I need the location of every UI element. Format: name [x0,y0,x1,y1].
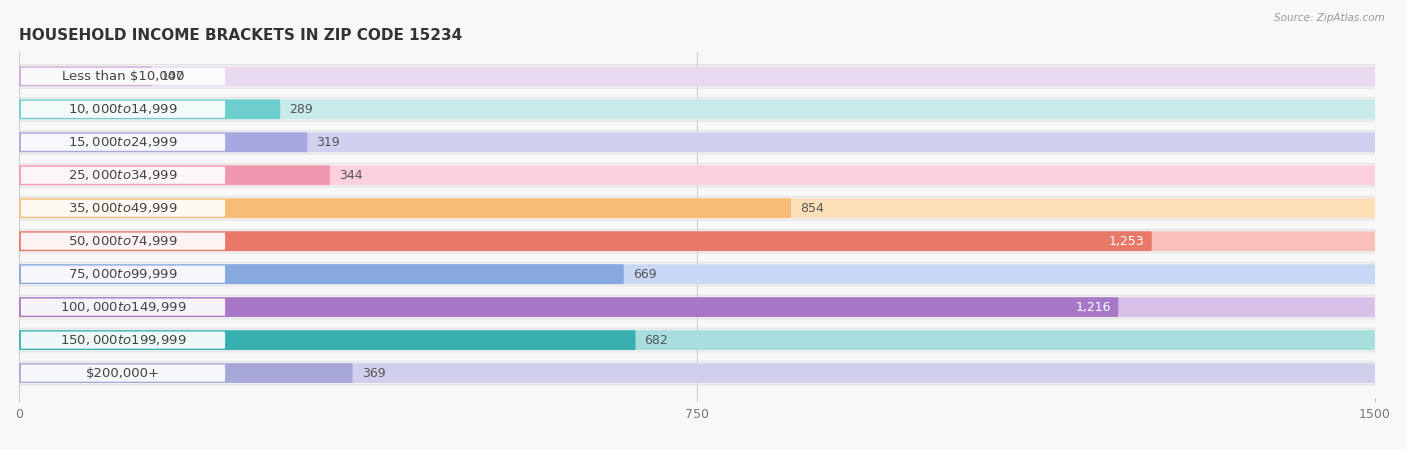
Text: $50,000 to $74,999: $50,000 to $74,999 [67,234,177,248]
Text: $35,000 to $49,999: $35,000 to $49,999 [67,201,177,215]
Text: 1,216: 1,216 [1076,301,1111,314]
Text: $150,000 to $199,999: $150,000 to $199,999 [59,333,186,347]
Text: 289: 289 [290,103,314,116]
Text: $15,000 to $24,999: $15,000 to $24,999 [67,135,177,149]
FancyBboxPatch shape [20,198,1375,218]
FancyBboxPatch shape [20,297,1118,317]
FancyBboxPatch shape [20,264,624,284]
Text: 669: 669 [633,268,657,281]
FancyBboxPatch shape [20,231,1152,251]
Text: $25,000 to $34,999: $25,000 to $34,999 [67,168,177,182]
Text: 1,253: 1,253 [1109,235,1144,248]
FancyBboxPatch shape [20,231,1375,251]
Text: $200,000+: $200,000+ [86,366,160,379]
FancyBboxPatch shape [20,163,1375,187]
FancyBboxPatch shape [20,229,1375,253]
FancyBboxPatch shape [20,363,1375,383]
FancyBboxPatch shape [21,265,225,283]
Text: $100,000 to $149,999: $100,000 to $149,999 [59,300,186,314]
Text: $75,000 to $99,999: $75,000 to $99,999 [67,267,177,281]
FancyBboxPatch shape [20,330,1375,350]
Text: 682: 682 [644,334,668,347]
FancyBboxPatch shape [21,299,225,316]
FancyBboxPatch shape [20,196,1375,220]
FancyBboxPatch shape [21,365,225,382]
FancyBboxPatch shape [20,132,308,152]
FancyBboxPatch shape [20,97,1375,121]
FancyBboxPatch shape [21,101,225,118]
FancyBboxPatch shape [20,328,1375,352]
FancyBboxPatch shape [20,65,1375,88]
FancyBboxPatch shape [20,165,330,185]
FancyBboxPatch shape [20,262,1375,286]
Text: Source: ZipAtlas.com: Source: ZipAtlas.com [1274,13,1385,23]
FancyBboxPatch shape [20,165,1375,185]
FancyBboxPatch shape [20,295,1375,319]
FancyBboxPatch shape [20,198,792,218]
Text: 854: 854 [800,202,824,215]
FancyBboxPatch shape [21,167,225,184]
FancyBboxPatch shape [20,66,152,86]
FancyBboxPatch shape [20,363,353,383]
Text: Less than $10,000: Less than $10,000 [62,70,184,83]
Text: $10,000 to $14,999: $10,000 to $14,999 [67,102,177,116]
FancyBboxPatch shape [20,297,1375,317]
Text: 344: 344 [339,169,363,182]
Text: 369: 369 [361,366,385,379]
Text: 319: 319 [316,136,340,149]
FancyBboxPatch shape [20,132,1375,152]
FancyBboxPatch shape [20,330,636,350]
FancyBboxPatch shape [21,331,225,349]
FancyBboxPatch shape [20,130,1375,154]
FancyBboxPatch shape [21,233,225,250]
FancyBboxPatch shape [20,361,1375,385]
Text: HOUSEHOLD INCOME BRACKETS IN ZIP CODE 15234: HOUSEHOLD INCOME BRACKETS IN ZIP CODE 15… [20,28,463,44]
Text: 147: 147 [160,70,184,83]
FancyBboxPatch shape [21,134,225,151]
FancyBboxPatch shape [20,99,280,119]
FancyBboxPatch shape [20,99,1375,119]
FancyBboxPatch shape [20,264,1375,284]
FancyBboxPatch shape [21,200,225,217]
FancyBboxPatch shape [20,66,1375,86]
FancyBboxPatch shape [21,68,225,85]
